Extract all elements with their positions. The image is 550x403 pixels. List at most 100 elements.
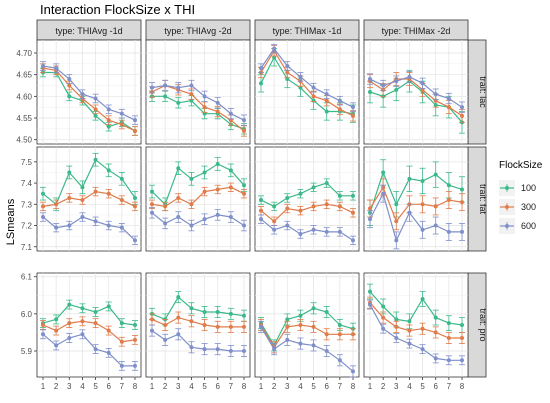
data-point — [381, 83, 386, 88]
data-point — [54, 66, 59, 71]
data-point — [433, 315, 438, 320]
data-point — [324, 181, 329, 186]
x-tick-label: 3 — [176, 382, 181, 391]
x-tick-label: 5 — [93, 382, 98, 391]
data-point — [311, 204, 316, 209]
data-point — [259, 324, 263, 329]
data-point — [133, 204, 137, 209]
data-point — [311, 306, 316, 311]
data-point — [324, 332, 329, 337]
data-point — [285, 64, 290, 68]
data-point — [394, 317, 399, 322]
x-tick-label: 4 — [189, 382, 194, 391]
x-tick-label: 2 — [381, 382, 386, 391]
data-point — [324, 229, 329, 234]
row-strip-label: trait: pro — [478, 308, 488, 341]
data-point — [189, 319, 194, 324]
data-point — [433, 223, 438, 228]
legend-key-point — [505, 186, 509, 190]
data-point — [394, 238, 399, 243]
series-line — [369, 170, 463, 213]
x-tick-label: 3 — [67, 382, 72, 391]
data-point — [242, 183, 246, 188]
data-point — [215, 109, 220, 114]
data-point — [285, 195, 290, 200]
data-point — [407, 341, 412, 346]
data-point — [420, 326, 425, 331]
data-point — [259, 217, 263, 222]
series-line — [151, 296, 245, 321]
data-point — [460, 229, 464, 234]
series-line — [42, 320, 136, 343]
data-point — [285, 337, 290, 342]
data-point — [324, 310, 329, 314]
data-point — [54, 202, 59, 207]
data-point — [150, 317, 154, 322]
series-line — [260, 47, 354, 108]
data-point — [285, 317, 290, 322]
y-tick-label: 7.4 — [21, 179, 33, 188]
data-point — [242, 324, 246, 329]
series-line — [369, 302, 462, 339]
data-point — [351, 369, 355, 374]
data-point — [298, 323, 303, 327]
x-tick-label: 1 — [150, 382, 155, 391]
data-point — [272, 227, 277, 232]
x-tick-label: 8 — [133, 382, 138, 391]
panel-background — [145, 146, 251, 252]
data-point — [67, 94, 72, 99]
data-point — [176, 332, 181, 337]
data-point — [381, 315, 386, 320]
data-point — [407, 74, 412, 79]
data-point — [433, 92, 438, 97]
data-point — [176, 100, 181, 105]
data-point — [93, 321, 98, 326]
data-point — [446, 198, 451, 203]
legend-key-point — [505, 205, 509, 209]
data-point — [106, 304, 111, 309]
data-point — [381, 304, 386, 309]
data-point — [407, 210, 412, 215]
data-point — [298, 191, 303, 196]
data-point — [93, 96, 98, 101]
data-point — [106, 223, 111, 228]
data-point — [133, 363, 137, 368]
x-tick-label: 1 — [41, 382, 46, 391]
data-point — [202, 347, 207, 352]
data-point — [324, 92, 329, 97]
series-line — [151, 330, 244, 352]
data-point — [106, 118, 111, 123]
data-point — [337, 229, 342, 234]
series-line — [260, 49, 354, 117]
data-point — [119, 122, 124, 127]
data-point — [150, 85, 154, 90]
x-tick-label: 2 — [272, 382, 277, 391]
data-point — [337, 323, 342, 327]
series-line — [260, 218, 354, 241]
data-point — [176, 85, 181, 90]
x-tick-label: 6 — [324, 382, 329, 391]
data-point — [215, 212, 220, 217]
data-point — [285, 70, 290, 75]
data-point — [202, 217, 207, 222]
y-tick-label: 5.9 — [21, 347, 33, 356]
x-tick-label: 7 — [338, 382, 343, 391]
data-point — [163, 83, 168, 88]
series-line — [260, 203, 354, 223]
data-point — [311, 85, 316, 90]
data-point — [394, 202, 399, 207]
facet-panels: type: THIAvg -1d type: THIAvg -2d type: TH… — [16, 19, 488, 391]
data-point — [119, 225, 124, 230]
data-point — [446, 336, 451, 340]
series-line — [42, 158, 136, 206]
data-point — [259, 208, 263, 213]
data-point — [54, 328, 59, 333]
data-point — [324, 98, 329, 103]
data-point — [324, 109, 329, 114]
x-tick-label: 7 — [229, 382, 234, 391]
data-point — [394, 79, 399, 84]
data-point — [311, 343, 316, 348]
series-line — [260, 56, 354, 115]
data-point — [67, 83, 72, 88]
series-line — [369, 192, 462, 243]
